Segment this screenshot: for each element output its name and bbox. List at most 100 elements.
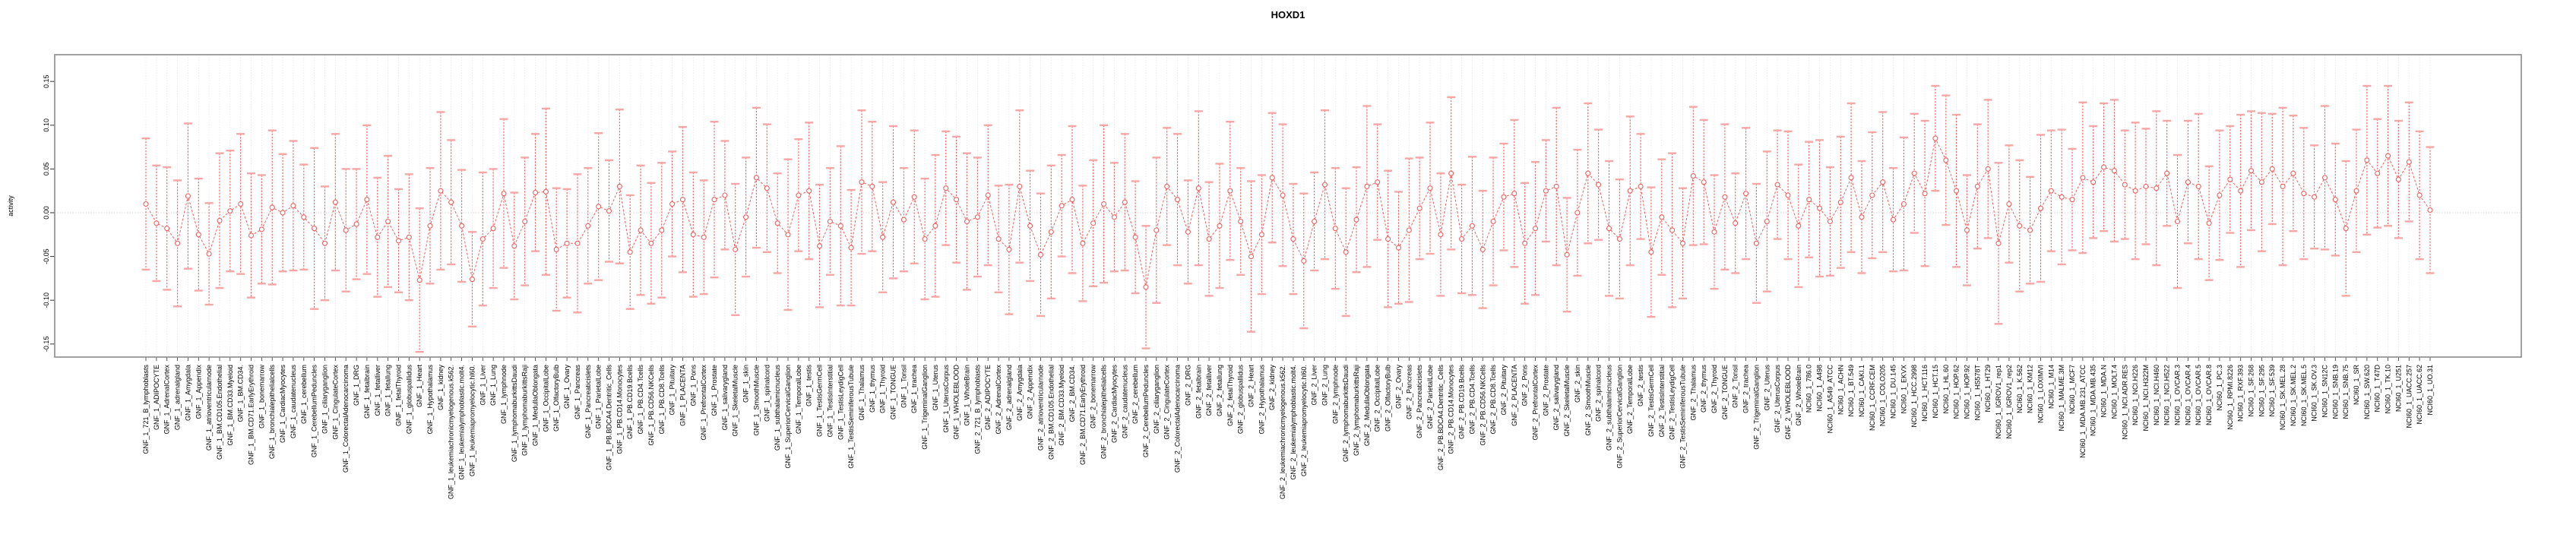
svg-text:NCI60_1_HS578T: NCI60_1_HS578T [1973,365,1981,421]
svg-text:GNF_1_TestisInterstitial: GNF_1_TestisInterstitial [826,365,834,438]
svg-text:GNF_2_TestisInterstitial: GNF_2_TestisInterstitial [1658,365,1666,438]
svg-text:GNF_2_kidney: GNF_2_kidney [1268,365,1276,411]
svg-text:GNF_1_lymphomaburkittsDaudi: GNF_1_lymphomaburkittsDaudi [511,365,518,462]
svg-text:GNF_1_BM.CD33.Myeloid: GNF_1_BM.CD33.Myeloid [226,365,234,446]
svg-text:0.15: 0.15 [43,74,50,88]
svg-text:GNF_2_Prostate: GNF_2_Prostate [1542,365,1549,416]
svg-text:GNF_1_Pancreas: GNF_1_Pancreas [574,365,581,420]
svg-text:GNF_2_Pancreas: GNF_2_Pancreas [1405,365,1413,420]
svg-text:GNF_2_globuspallidus: GNF_2_globuspallidus [1237,365,1245,435]
svg-text:GNF_2_Pancreaticislets: GNF_2_Pancreaticislets [1416,365,1423,439]
svg-text:NCI60_1_COLO205: NCI60_1_COLO205 [1879,365,1887,426]
svg-text:0.00: 0.00 [43,206,50,220]
svg-text:NCI60_1_OVCAR.8: NCI60_1_OVCAR.8 [2205,365,2213,425]
svg-text:NCI60_1_RXF.393: NCI60_1_RXF.393 [2237,365,2245,422]
svg-text:GNF_1_Hypothalamus: GNF_1_Hypothalamus [426,365,434,435]
svg-text:GNF_2_PB.CD19.Bcells: GNF_2_PB.CD19.Bcells [1458,365,1466,440]
svg-text:NCI60_1_MDA.MB.231_ATCC: NCI60_1_MDA.MB.231_ATCC [2079,365,2087,458]
svg-text:NCI60_1_T47D: NCI60_1_T47D [2374,365,2381,413]
svg-text:GNF_1_subthalamicnucleus: GNF_1_subthalamicnucleus [774,365,781,451]
svg-text:NCI60_1_U251: NCI60_1_U251 [2394,365,2402,412]
svg-text:GNF_1_AdrenalCortex: GNF_1_AdrenalCortex [163,365,171,435]
svg-text:GNF_1_PB.BDCA4.Dentritic_Cells: GNF_1_PB.BDCA4.Dentritic_Cells [606,365,613,471]
svg-text:GNF_2_PB.CD56.NKCells: GNF_2_PB.CD56.NKCells [1479,365,1486,446]
svg-text:GNF_2_PrefrontalCortex: GNF_2_PrefrontalCortex [1532,365,1540,441]
svg-text:NCI60_1_ACHN: NCI60_1_ACHN [1837,365,1844,415]
y-axis-ticks: -0.15 -0.10 -0.05 0.00 0.05 0.10 0.15 [43,74,55,352]
svg-text:NCI60_1_MDA.N: NCI60_1_MDA.N [2100,365,2108,418]
svg-text:NCI60_1_SF.539: NCI60_1_SF.539 [2268,365,2276,417]
svg-text:NCI60_1_UACC.257: NCI60_1_UACC.257 [2405,365,2413,428]
svg-text:GNF_1_Lung: GNF_1_Lung [489,365,497,406]
svg-text:GNF_1_kidney: GNF_1_kidney [437,365,445,411]
svg-text:GNF_2_WHOLEBLOOD: GNF_2_WHOLEBLOOD [1784,365,1792,440]
svg-text:NCI60_1_PC.3: NCI60_1_PC.3 [2216,365,2223,411]
svg-text:GNF_1_Liver: GNF_1_Liver [479,365,486,406]
svg-text:NCI60_1_BT.549: NCI60_1_BT.549 [1847,365,1855,417]
svg-text:NCI60_1_IGROV1_rep2: NCI60_1_IGROV1_rep2 [2005,365,2013,439]
svg-text:GNF_2_Ovary: GNF_2_Ovary [1395,365,1403,409]
svg-text:NCI60_1_SW.620: NCI60_1_SW.620 [2363,365,2371,419]
svg-text:GNF_1_salivarygland: GNF_1_salivarygland [721,365,729,431]
svg-text:GNF_1_721_B_lymphoblasts: GNF_1_721_B_lymphoblasts [142,365,150,454]
svg-text:GNF_2_Thalamus: GNF_2_Thalamus [1689,365,1697,421]
svg-text:NCI60_1_786.0: NCI60_1_786.0 [1805,365,1813,413]
svg-text:GNF_1_skin: GNF_1_skin [742,365,750,403]
svg-text:GNF_1_adrenalgland: GNF_1_adrenalgland [174,365,182,430]
svg-text:GNF_1_OlfactoryBulb: GNF_1_OlfactoryBulb [552,365,560,432]
svg-text:GNF_2_721_B_lymphoblasts: GNF_2_721_B_lymphoblasts [973,365,981,454]
svg-text:GNF_1_cerebellum: GNF_1_cerebellum [300,365,308,424]
svg-text:GNF_2_BM.CD71.EarlyErythroid: GNF_2_BM.CD71.EarlyErythroid [1079,365,1087,465]
svg-text:GNF_2_fetalliver: GNF_2_fetalliver [1205,365,1213,416]
x-axis-labels: GNF_1_721_B_lymphoblasts GNF_1_ADIPOCYTE G… [142,364,2434,499]
svg-text:GNF_1_TestisGermCell: GNF_1_TestisGermCell [816,365,824,437]
svg-text:GNF_2_UterusCorpus: GNF_2_UterusCorpus [1774,365,1781,433]
svg-text:NCI60_1_HCC.2998: NCI60_1_HCC.2998 [1910,365,1918,428]
svg-text:GNF_2_OlfactoryBulb: GNF_2_OlfactoryBulb [1385,365,1392,432]
svg-text:NCI60_1_M14: NCI60_1_M14 [2047,365,2055,409]
svg-text:0.10: 0.10 [43,119,50,132]
svg-text:GNF_2_ADIPOCYTE: GNF_2_ADIPOCYTE [984,365,992,430]
svg-text:GNF_1_caudatenucleus: GNF_1_caudatenucleus [290,365,297,439]
svg-text:GNF_2_spinalcord: GNF_2_spinalcord [1595,365,1603,422]
svg-text:NCI60_1_OVCAR.5: NCI60_1_OVCAR.5 [2195,365,2202,425]
svg-text:GNF_2_caudatenucleus: GNF_2_caudatenucleus [1121,365,1128,439]
svg-text:NCI60_1_SR: NCI60_1_SR [2353,365,2360,406]
svg-text:GNF_2_testis: GNF_2_testis [1637,365,1644,407]
svg-text:GNF_1_Amygdala: GNF_1_Amygdala [184,365,191,421]
svg-text:NCI60_1_SK.MEL.28: NCI60_1_SK.MEL.28 [2279,365,2286,430]
error-bars [141,84,2435,353]
svg-text:GNF_2_BM.CD105.Endothelial: GNF_2_BM.CD105.Endothelial [1047,365,1055,460]
svg-text:NCI60_1_DU.145: NCI60_1_DU.145 [1890,365,1897,419]
svg-text:GNF_1_Heart: GNF_1_Heart [416,365,423,408]
svg-text:NCI60_1_KM12: NCI60_1_KM12 [2027,365,2034,413]
svg-text:NCI60_1_NCI.ADR.RES: NCI60_1_NCI.ADR.RES [2121,365,2128,440]
svg-text:GNF_2_leukemiachronicmyelogeno: GNF_2_leukemiachronicmyelogenous.k562. [1279,365,1286,499]
svg-text:NCI60_1_NCI.H226: NCI60_1_NCI.H226 [2131,365,2139,425]
svg-text:GNF_1_fetallung: GNF_1_fetallung [385,365,392,416]
svg-text:GNF_2_Uterus: GNF_2_Uterus [1763,365,1771,411]
svg-text:NCI60_1_SNB.75: NCI60_1_SNB.75 [2342,365,2350,419]
svg-text:GNF_1_Pituitary: GNF_1_Pituitary [669,365,676,416]
svg-text:NCI60_1_HT29: NCI60_1_HT29 [1984,365,1992,413]
svg-text:GNF_1_TONGUE: GNF_1_TONGUE [890,365,897,419]
svg-text:GNF_1_fetalbrain: GNF_1_fetalbrain [363,365,371,419]
svg-text:NCI60_1_SF.268: NCI60_1_SF.268 [2248,365,2255,417]
svg-text:GNF_2_Heart: GNF_2_Heart [1248,365,1255,408]
svg-text:GNF_2_TestisLeydigCell: GNF_2_TestisLeydigCell [1669,365,1676,440]
svg-text:GNF_2_OccipitalLobe: GNF_2_OccipitalLobe [1374,365,1381,432]
svg-text:GNF_1_PB.CD56.NKCells: GNF_1_PB.CD56.NKCells [647,365,655,446]
svg-text:GNF_1_BM.CD71.EarlyErythroid: GNF_1_BM.CD71.EarlyErythroid [248,365,255,465]
svg-text:GNF_1_MedullaOblongata: GNF_1_MedullaOblongata [532,365,540,446]
svg-text:GNF_2_SkeletalMuscle: GNF_2_SkeletalMuscle [1563,365,1571,437]
svg-text:GNF_2_SmoothMuscle: GNF_2_SmoothMuscle [1584,365,1592,436]
svg-text:GNF_1_Appendix: GNF_1_Appendix [195,365,202,419]
svg-text:GNF_2_CardiacMyocytes: GNF_2_CardiacMyocytes [1110,365,1118,444]
svg-text:GNF_1_PB.CD4.Tcells: GNF_1_PB.CD4.Tcells [637,365,644,435]
svg-text:GNF_1_thymus: GNF_1_thymus [869,365,876,413]
svg-text:NCI60_1_EKVX: NCI60_1_EKVX [1900,365,1907,414]
svg-text:GNF_1_Pons: GNF_1_Pons [689,365,697,406]
svg-text:GNF_2_ParietalLobe: GNF_2_ParietalLobe [1426,365,1434,429]
svg-text:GNF_2_PB.BDCA4.Dentritic_Cells: GNF_2_PB.BDCA4.Dentritic_Cells [1437,365,1445,471]
